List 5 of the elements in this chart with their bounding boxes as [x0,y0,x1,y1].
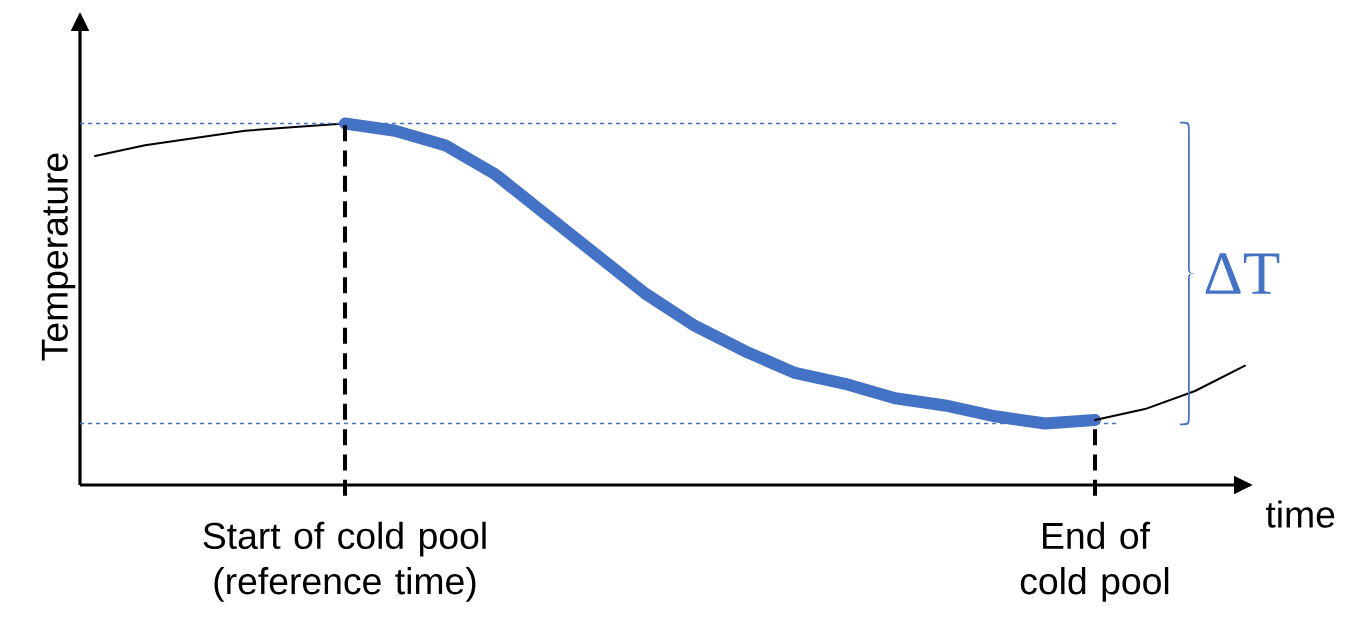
text: End of cold pool [1020,521,1169,602]
annotation: ΔT [1205,253,1280,294]
text: Start of cold pool (reference time) [203,521,486,602]
x-axis-title: time [1265,500,1335,528]
y-axis-title: Temperature [41,153,76,361]
